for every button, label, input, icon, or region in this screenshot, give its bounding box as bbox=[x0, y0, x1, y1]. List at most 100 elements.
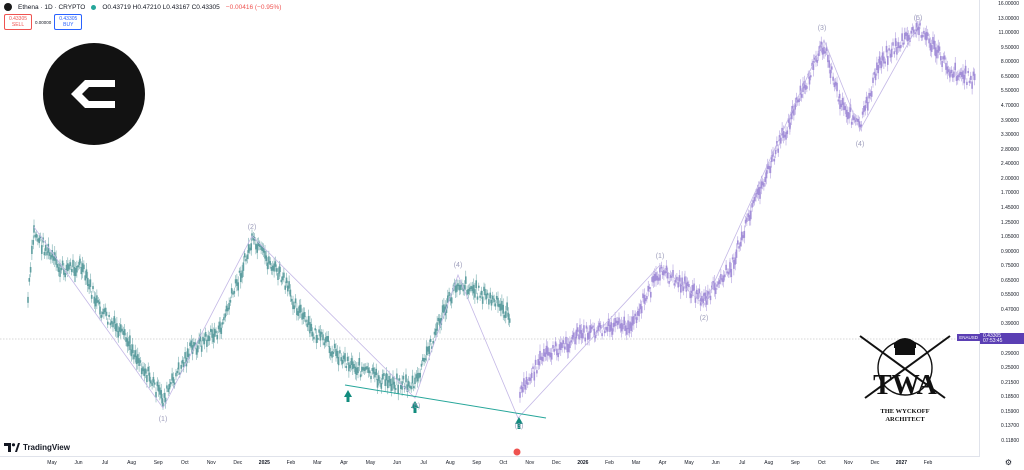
price-change: −0.00416 (−0.95%) bbox=[225, 3, 282, 11]
candle-body bbox=[609, 324, 611, 332]
candle-body bbox=[765, 170, 768, 179]
candle-body bbox=[763, 182, 765, 187]
price-axis[interactable]: 16.00000 13.00000 11.00000 9.50000 8.00000 6.… bbox=[979, 0, 1024, 456]
wave-count-line bbox=[33, 21, 921, 419]
candle-body bbox=[840, 103, 843, 108]
candle-body bbox=[833, 82, 836, 88]
candle-body bbox=[305, 319, 307, 323]
symbol-title[interactable]: Ethena · 1D · CRYPTO bbox=[18, 3, 86, 11]
candle-body bbox=[592, 325, 594, 328]
candle-body bbox=[281, 276, 284, 281]
candle-body bbox=[97, 300, 99, 303]
candle-body bbox=[249, 247, 251, 251]
candle-body bbox=[693, 283, 695, 291]
sell-button[interactable]: 0.43305 SELL bbox=[4, 14, 32, 30]
candle-body bbox=[543, 349, 545, 357]
candle-body bbox=[429, 338, 432, 342]
candle-body bbox=[521, 386, 524, 393]
candle-body bbox=[901, 33, 903, 42]
candle-body bbox=[707, 290, 709, 299]
candle-body bbox=[197, 345, 199, 353]
candle-body bbox=[476, 296, 479, 300]
candle-body bbox=[576, 327, 579, 332]
candle-body bbox=[320, 332, 323, 335]
candle-body bbox=[877, 65, 879, 74]
candle-body bbox=[296, 308, 298, 316]
candle-body bbox=[335, 348, 337, 357]
candle-body bbox=[323, 342, 326, 346]
candle-body bbox=[221, 322, 224, 325]
price-chart[interactable]: (1) (2) (3) (4) (5) (1) (2) (3) (4) (5) bbox=[0, 0, 980, 456]
time-tick: Jun bbox=[711, 460, 720, 466]
time-axis[interactable]: May Jun Jul Aug Sep Oct Nov Dec 2025 Feb Mar Apr May… bbox=[0, 456, 980, 470]
candle-body bbox=[43, 251, 46, 256]
candle-body bbox=[780, 137, 782, 144]
candle-body bbox=[133, 354, 135, 360]
candle-body bbox=[567, 344, 570, 353]
candle-body bbox=[702, 298, 704, 304]
candle-body bbox=[947, 69, 950, 73]
candle-body bbox=[415, 374, 418, 379]
candle-body bbox=[742, 235, 744, 239]
candle-body bbox=[821, 47, 824, 55]
candle-body bbox=[381, 374, 384, 380]
candle-body bbox=[70, 269, 73, 272]
tradingview-brand[interactable]: TradingView bbox=[4, 443, 70, 452]
settings-gear-icon[interactable]: ⚙ bbox=[1004, 458, 1012, 467]
candle-body bbox=[484, 288, 486, 296]
candle-body bbox=[199, 334, 202, 342]
candle-body bbox=[331, 350, 333, 358]
candle-body bbox=[769, 166, 772, 174]
candle-body bbox=[330, 352, 332, 357]
candle-body bbox=[123, 329, 126, 336]
candle-body bbox=[60, 267, 63, 271]
candle-body bbox=[810, 75, 812, 78]
candle-body bbox=[885, 45, 888, 53]
candle-body bbox=[425, 346, 428, 356]
candle-body bbox=[692, 284, 694, 292]
candle-body bbox=[924, 33, 926, 40]
candle-body bbox=[676, 276, 678, 281]
time-tick: Nov bbox=[525, 460, 535, 466]
candle-body bbox=[406, 384, 409, 393]
candle-body bbox=[350, 358, 353, 366]
candle-body bbox=[202, 336, 204, 342]
candle-body bbox=[968, 80, 971, 83]
candle-body bbox=[637, 310, 639, 316]
candle-body bbox=[301, 313, 303, 320]
candle-body bbox=[436, 322, 438, 331]
buy-arrow-icon bbox=[411, 401, 419, 413]
candle-body bbox=[297, 311, 299, 316]
candle-body bbox=[605, 327, 607, 330]
candle-body bbox=[545, 345, 548, 355]
candle-body bbox=[832, 76, 834, 81]
candle-body bbox=[652, 275, 655, 283]
candle-body bbox=[246, 254, 249, 260]
candle-body bbox=[448, 291, 450, 297]
candle-body bbox=[648, 286, 651, 290]
candle-body bbox=[507, 312, 510, 320]
candle-body bbox=[584, 337, 586, 342]
time-tick: May bbox=[684, 460, 694, 466]
candle-body bbox=[459, 284, 462, 290]
candle-body bbox=[789, 122, 791, 128]
buy-arrows bbox=[344, 390, 523, 429]
candle-body bbox=[144, 368, 147, 374]
candle-body bbox=[845, 109, 848, 118]
candle-body bbox=[374, 371, 376, 378]
candle-body bbox=[499, 303, 502, 311]
candle-body bbox=[735, 249, 738, 258]
candle-body bbox=[392, 376, 394, 385]
candle-body bbox=[657, 277, 660, 281]
candle-body bbox=[265, 255, 268, 262]
price-tick: 5.50000 bbox=[1000, 88, 1019, 95]
candle-body bbox=[85, 269, 88, 279]
candle-body bbox=[420, 363, 423, 367]
candle-body bbox=[471, 286, 474, 292]
candle-body bbox=[393, 381, 396, 389]
ethena-logo bbox=[43, 43, 145, 145]
candle-body bbox=[709, 295, 712, 301]
candle-body bbox=[93, 296, 96, 304]
candle-body bbox=[418, 372, 420, 379]
buy-button[interactable]: 0.43305 BUY bbox=[54, 14, 83, 30]
